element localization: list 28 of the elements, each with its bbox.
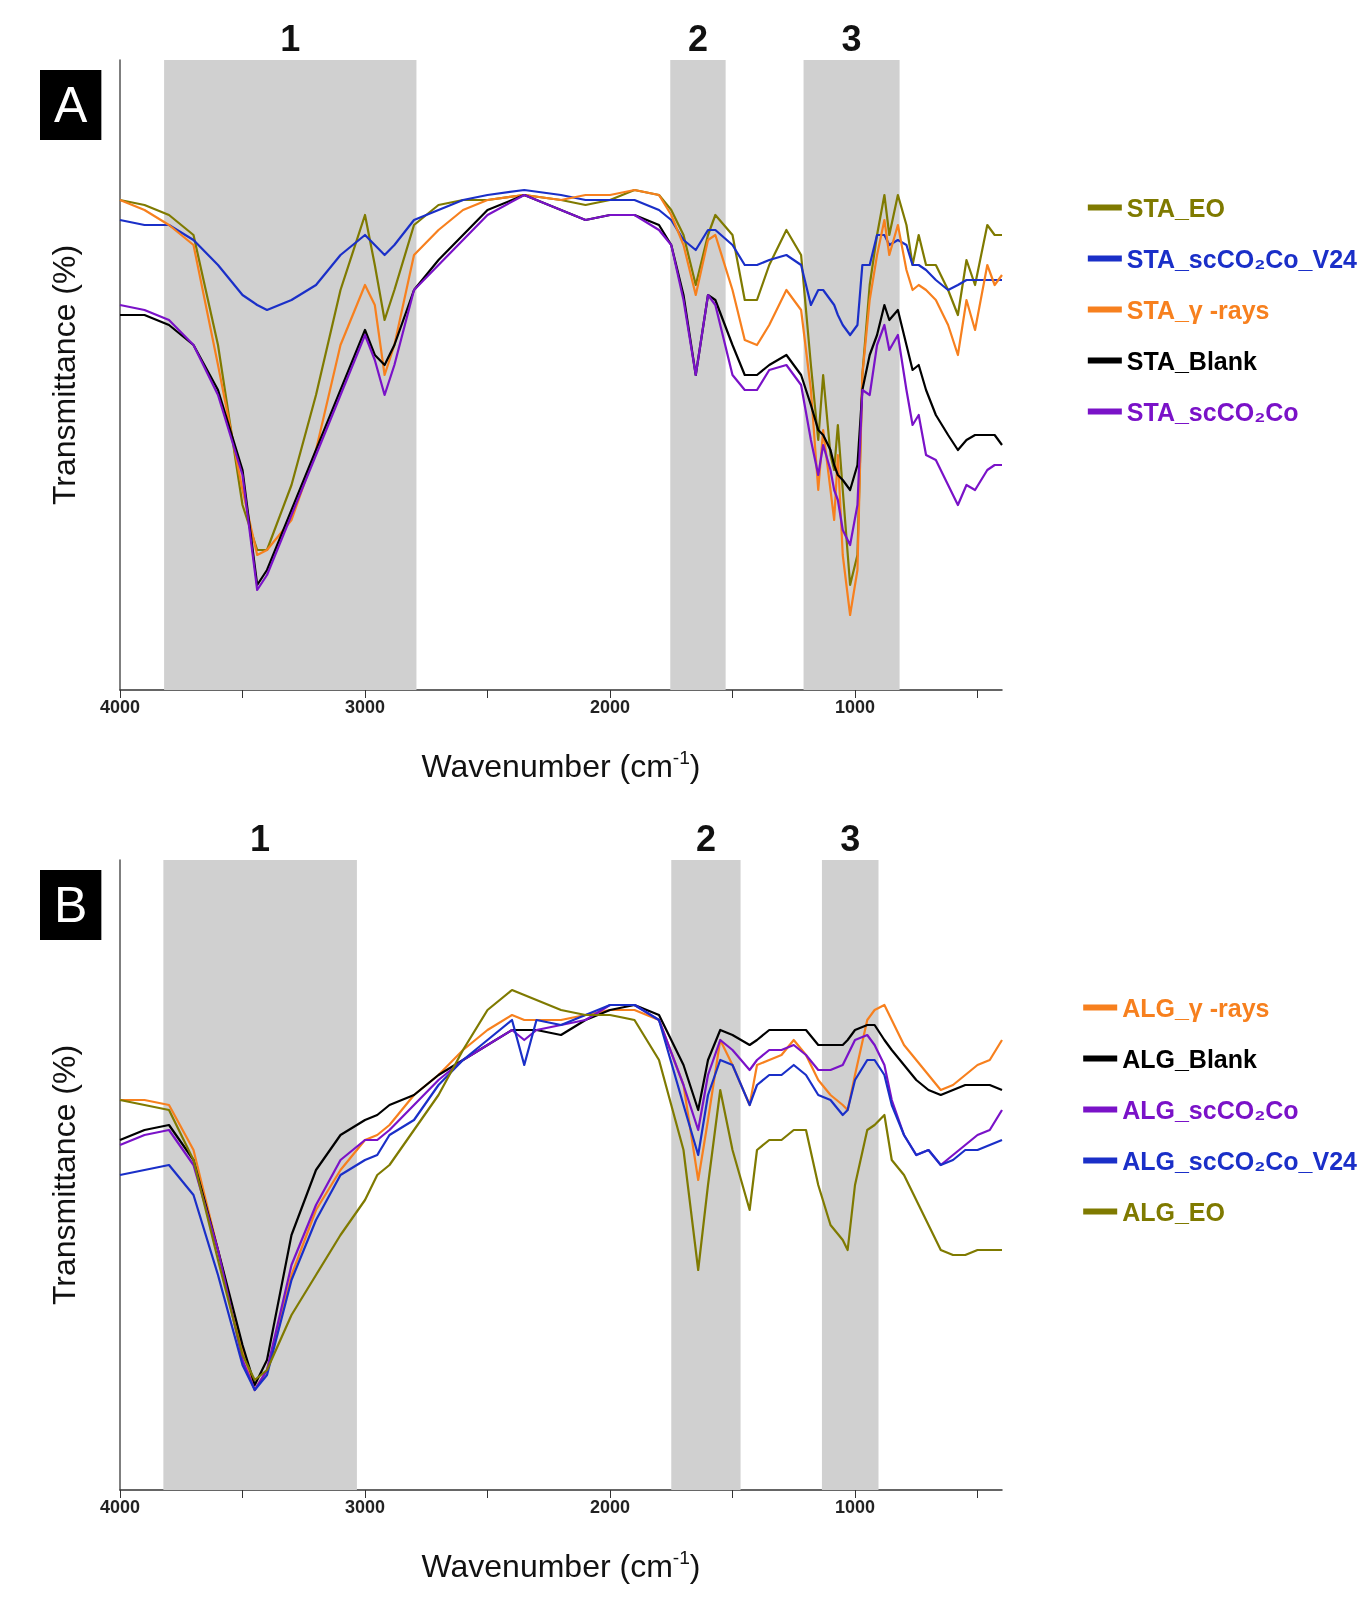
x-tick-label: 4000 (99, 1497, 141, 1517)
legend-label: STA_scCO₂Co (1126, 397, 1299, 426)
legend-label: ALG_scCO₂Co_V24 (1122, 1146, 1358, 1175)
legend-label: ALG_Blank (1122, 1044, 1258, 1073)
legend-label: STA_scCO₂Co_V24 (1126, 244, 1358, 273)
chart-title: B (54, 877, 88, 933)
legend-label: ALG_γ -rays (1122, 993, 1270, 1022)
legend-label: ALG_scCO₂Co (1122, 1095, 1299, 1124)
legend-label: STA_γ -rays (1126, 295, 1270, 324)
x-tick-label: 1000 (834, 697, 876, 717)
y-axis-title: Transmittance (%) (46, 1044, 82, 1306)
x-tick-label: 2000 (589, 1497, 631, 1517)
x-tick-label: 4000 (99, 697, 141, 717)
chart-title: A (54, 77, 88, 133)
band-label: 1 (250, 817, 271, 859)
x-tick-label: 3000 (344, 697, 386, 717)
band-label: 2 (695, 817, 716, 859)
band-label: 1 (280, 17, 301, 59)
band-label: 3 (840, 817, 861, 859)
x-tick-label: 2000 (589, 697, 631, 717)
legend-label: ALG_EO (1122, 1197, 1225, 1226)
band-label: 2 (687, 17, 708, 59)
x-tick-label: 1000 (834, 1497, 876, 1517)
band-label: 3 (841, 17, 862, 59)
y-axis-title: Transmittance (%) (46, 244, 82, 506)
legend-label: STA_Blank (1126, 346, 1258, 375)
x-tick-label: 3000 (344, 1497, 386, 1517)
legend-label: STA_EO (1126, 193, 1225, 222)
